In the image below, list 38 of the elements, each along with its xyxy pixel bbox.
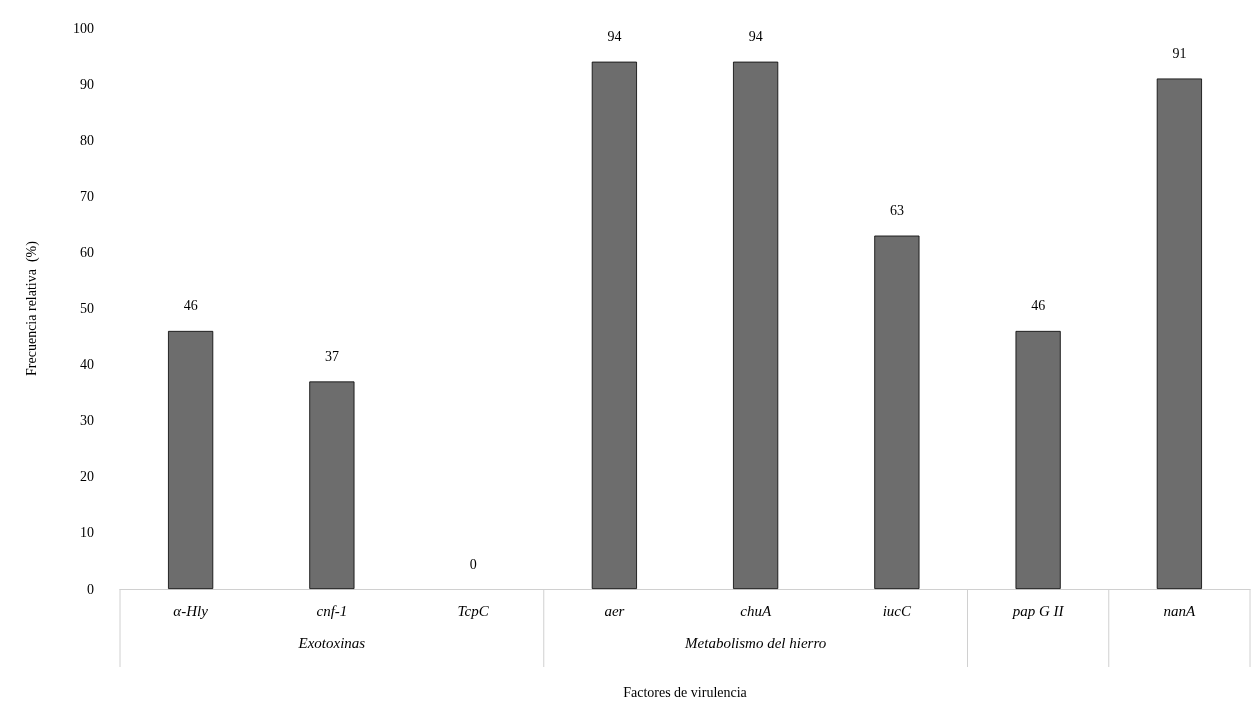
bar bbox=[168, 330, 214, 589]
x-tick-label: aer bbox=[604, 602, 625, 619]
bar bbox=[309, 381, 355, 589]
x-tick-label: pap G II bbox=[1011, 602, 1065, 619]
y-axis-title: Frecuencia relativa (%) bbox=[23, 240, 40, 376]
x-tick-label: TcpC bbox=[457, 602, 490, 619]
bar bbox=[591, 61, 637, 589]
y-tick-label: 0 bbox=[87, 581, 94, 597]
x-tick-label: chuA bbox=[740, 602, 772, 619]
data-label: 91 bbox=[1172, 45, 1187, 61]
x-tick-label: iucC bbox=[882, 602, 913, 619]
data-label: 0 bbox=[469, 556, 477, 572]
y-tick-label: 20 bbox=[80, 469, 94, 485]
data-label: 94 bbox=[607, 29, 622, 45]
bar bbox=[1015, 330, 1061, 589]
text: Exotoxinas bbox=[297, 634, 366, 651]
data-label: 46 bbox=[183, 298, 198, 314]
data-label: 63 bbox=[889, 203, 904, 219]
x-axis-title: Factores de virulencia bbox=[623, 684, 748, 700]
x-tick-label: α-Hly bbox=[173, 602, 209, 619]
bar bbox=[733, 61, 779, 589]
y-tick-label: 90 bbox=[80, 76, 94, 92]
y-tick-label: 50 bbox=[80, 301, 94, 316]
y-tick-label: 40 bbox=[80, 357, 94, 373]
y-tick-label: 100 bbox=[73, 20, 94, 36]
x-tick-label: nanA bbox=[1163, 602, 1197, 619]
bar bbox=[874, 235, 920, 589]
y-tick-label: 10 bbox=[80, 525, 94, 541]
bar bbox=[1156, 78, 1202, 589]
text: Metabolismo del hierro bbox=[684, 634, 827, 651]
data-label: 94 bbox=[748, 29, 763, 45]
x-tick-label: cnf-1 bbox=[316, 602, 348, 619]
y-tick-label: 60 bbox=[80, 244, 94, 260]
y-tick-label: 80 bbox=[80, 132, 94, 148]
data-label: 46 bbox=[1031, 298, 1046, 314]
data-label: 37 bbox=[324, 348, 339, 364]
y-tick-label: 30 bbox=[80, 413, 94, 429]
y-tick-label: 70 bbox=[80, 188, 94, 204]
